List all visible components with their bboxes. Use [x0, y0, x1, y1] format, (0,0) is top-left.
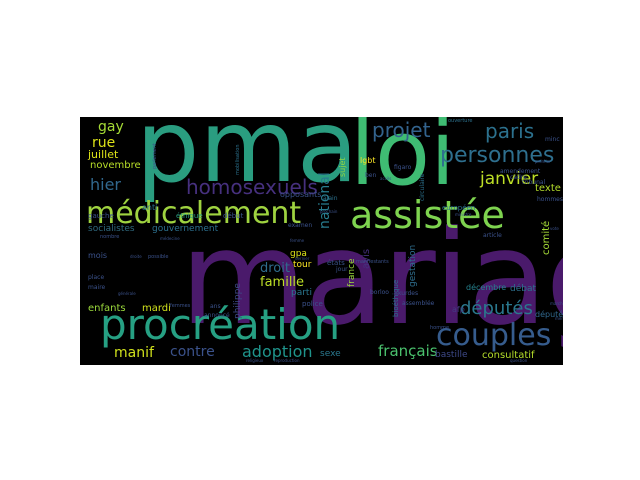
- word-vote: vote: [550, 226, 559, 231]
- word-ethique: éthique: [176, 212, 203, 220]
- word-medicalement: médicalement: [86, 196, 302, 231]
- word-police: police: [302, 300, 323, 308]
- word-medecine: médecine: [160, 236, 180, 241]
- word-europeen: européen: [442, 204, 476, 212]
- word-projet: projet: [372, 118, 431, 142]
- word-personnes: personnes: [440, 143, 555, 168]
- word-premier: premier: [535, 159, 551, 164]
- word-gouvernement: gouvernement: [152, 224, 219, 234]
- word-decembre: décembre: [466, 283, 507, 292]
- word-procreation: procréation: [100, 300, 341, 349]
- word-droit: droit: [260, 261, 290, 276]
- word-enfants: enfants: [88, 303, 126, 314]
- word-paris: paris: [485, 119, 535, 143]
- word-acces: accès: [380, 176, 392, 181]
- word-place: place: [88, 274, 105, 281]
- word-possible: possible: [148, 254, 169, 260]
- word-anti: anti: [142, 203, 158, 212]
- word-deputes: députés: [460, 298, 533, 319]
- word-francais: français: [378, 342, 438, 360]
- word-assistee: assistée: [350, 193, 505, 237]
- word-bastille: bastille: [435, 350, 468, 360]
- word-minc: minc: [545, 136, 560, 143]
- word-gpa: gpa: [290, 249, 307, 259]
- word-homme: homme: [430, 325, 450, 331]
- word-novembre: novembre: [90, 160, 141, 171]
- word-jour: jour: [336, 266, 348, 273]
- word-ouverture: ouverture: [448, 118, 473, 124]
- word-parti: parti: [291, 288, 312, 298]
- word-marche: marche: [550, 301, 563, 306]
- word-socialistes: socialistes: [88, 224, 135, 234]
- word-manifestants: manifestants: [356, 259, 389, 265]
- word-alain: alain: [323, 195, 338, 202]
- word-hier: hier: [90, 175, 122, 194]
- word-prochain: prochain: [320, 209, 338, 214]
- word-tribunal: tribunal: [522, 179, 546, 186]
- word-gestation: gestation: [408, 244, 418, 287]
- word-consultatif: consultatif: [482, 350, 535, 361]
- word-article: article: [483, 232, 502, 239]
- word-etats: états: [327, 259, 345, 267]
- word-sexe: sexe: [320, 349, 341, 359]
- word-mariage: mariage: [180, 202, 563, 354]
- word-ministre: ministre: [455, 212, 472, 217]
- word-dernier: dernier: [295, 256, 310, 261]
- word-nombre: nombre: [100, 234, 120, 240]
- word-kurdes: kurdes: [398, 290, 419, 297]
- word-mere: mère: [555, 316, 563, 321]
- word-philippe: philippe: [233, 283, 243, 319]
- word-maire: maire: [88, 284, 106, 291]
- word-cadre: cadre: [510, 174, 527, 181]
- word-cloud: mariage pma loi procréation médicalement…: [80, 117, 563, 365]
- word-figaro: figaro: [394, 164, 412, 171]
- word-couples: couples: [436, 318, 552, 353]
- word-opposants: opposants: [280, 190, 322, 199]
- word-contre: contre: [170, 344, 215, 360]
- word-adoption: adoption: [242, 342, 313, 361]
- word-debat: débat: [510, 284, 537, 294]
- word-reproduction: reproduction: [274, 358, 300, 363]
- word-generale: générale: [118, 291, 136, 296]
- word-annonce: annoncé: [204, 312, 230, 319]
- word-parlement: parlement: [152, 143, 158, 169]
- word-bioethique: bioéthique: [392, 279, 400, 317]
- word-ans: ans: [210, 303, 221, 310]
- word-borloo: borloo: [370, 289, 389, 296]
- word-sujet: sujet: [338, 157, 347, 177]
- word-pma: pma: [136, 117, 359, 205]
- word-mois: mois: [88, 251, 108, 260]
- word-tour: tour: [293, 260, 312, 270]
- word-hommes: hommes: [537, 196, 563, 203]
- word-famille: famille: [260, 275, 305, 290]
- word-assemblee: assemblée: [402, 300, 435, 307]
- word-circulaire: circulaire: [419, 173, 426, 201]
- word-homosexuels: homosexuels: [186, 175, 318, 199]
- word-rue: rue: [92, 135, 116, 151]
- word-mardi: mardi: [142, 303, 171, 314]
- word-depute: député: [535, 310, 563, 319]
- word-question: question: [510, 358, 528, 363]
- word-ben: ben: [365, 172, 377, 179]
- word-afp: afp: [452, 305, 465, 314]
- word-gay: gay: [98, 119, 124, 135]
- word-loi: loi: [350, 117, 456, 206]
- word-droite: droite: [130, 254, 142, 259]
- word-texte: texte: [535, 183, 561, 194]
- word-manif: manif: [114, 345, 154, 361]
- word-lgbt: lgbt: [360, 156, 376, 165]
- word-janvier: janvier: [480, 169, 539, 189]
- word-femmes: femmes: [170, 303, 191, 309]
- word-femme: femme: [290, 238, 305, 243]
- word-religieux: religieux: [246, 358, 264, 363]
- word-examen: examen: [288, 222, 313, 229]
- word-mobilisation: mobilisation: [235, 144, 241, 175]
- word-juillet: juillet: [88, 148, 119, 161]
- word-amendement: amendement: [500, 168, 541, 175]
- word-gauche: gauche: [88, 212, 114, 220]
- word-debut: début: [223, 212, 244, 220]
